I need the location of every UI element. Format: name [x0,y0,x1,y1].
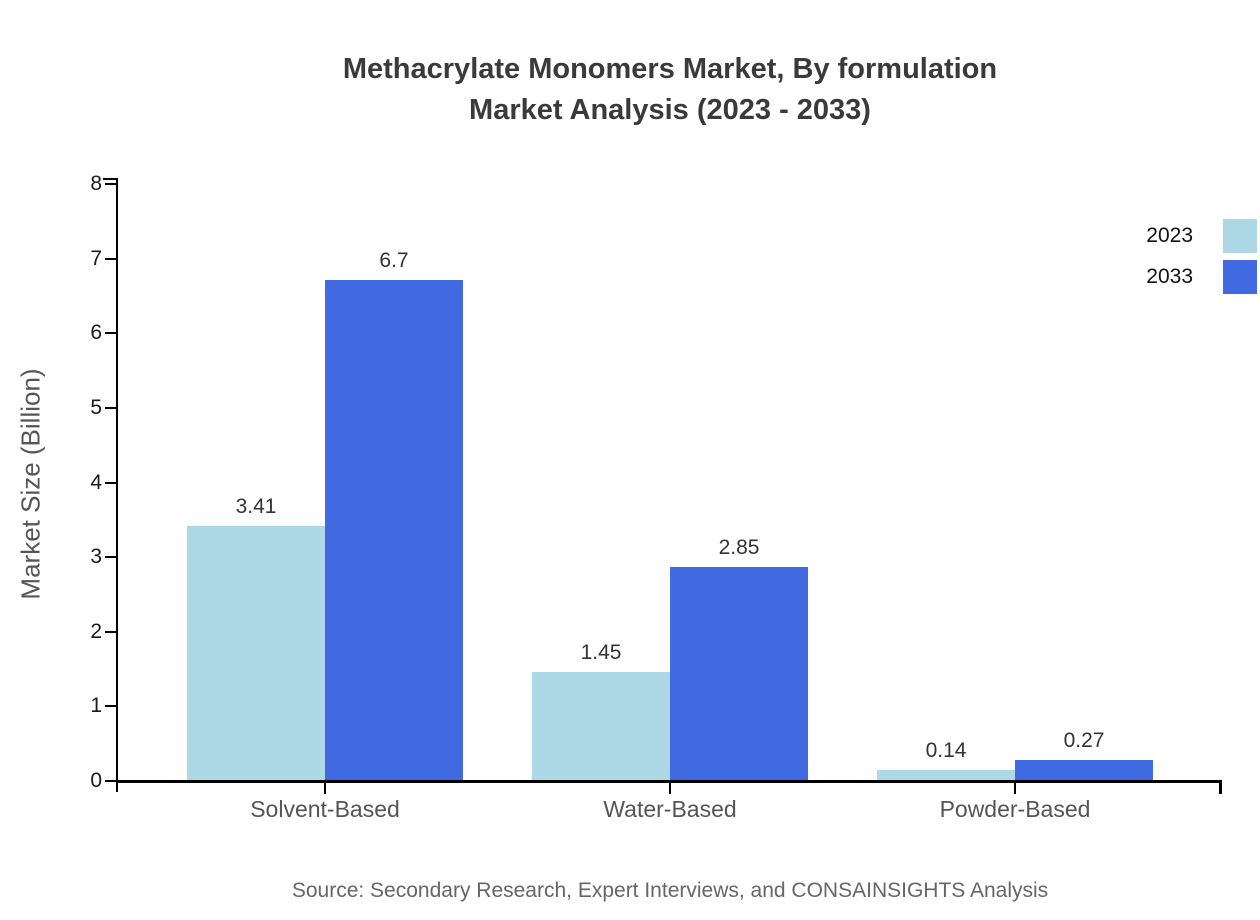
x-tick-mark-water-based [669,783,671,794]
y-tick-mark-7 [105,257,118,260]
y-tick-label-5: 5 [90,395,102,419]
y-tick-mark-2 [105,630,118,633]
y-tick-label-4: 4 [90,470,102,494]
x-category-label-water-based: Water-Based [603,796,737,822]
y-tick-mark-5 [105,406,118,409]
chart-title-line1: Methacrylate Monomers Market, By formula… [342,53,998,85]
legend-label-2033: 2033 [1146,265,1193,288]
plot-area: 0 1 2 3 4 5 6 7 8 3.41 6.7 1.45 2.85 0.14 0.27 Solven… [90,172,1222,822]
bar-value-water-based-2023: 1.45 [580,640,622,664]
x-axis-line [116,780,1222,783]
legend-label-2023: 2023 [1146,224,1193,247]
bar-value-powder-based-2033: 0.27 [1063,728,1105,752]
y-tick-mark-8 [105,183,118,185]
y-tick-label-0: 0 [90,769,102,792]
y-tick-label-6: 6 [90,321,102,345]
bar-value-solvent-based-2033: 6.7 [379,249,409,273]
bar-value-solvent-based-2023: 3.41 [235,494,277,518]
bar-solvent-based-2033 [325,280,463,780]
source-note: Source: Secondary Research, Expert Inter… [291,879,1049,902]
bar-water-based-2033 [670,567,808,780]
y-axis-line [116,178,118,792]
y-tick-label-3: 3 [90,545,102,569]
x-tick-mark-solvent-based [324,783,326,794]
chart-title: Methacrylate Monomers Market, By formula… [118,49,1222,131]
y-tick-mark-4 [105,481,118,484]
bar-water-based-2023 [532,671,670,780]
legend-swatch-2023 [1223,219,1257,253]
y-tick-label-8: 8 [90,172,102,195]
y-tick-label-2: 2 [90,619,102,643]
x-category-label-solvent-based: Solvent-Based [250,796,400,822]
bar-powder-based-2023 [877,769,1015,780]
x-axis-end-cap [1219,783,1222,794]
legend-entry-2033: 2033 [1146,260,1257,294]
y-tick-mark-1 [105,705,118,708]
legend: 2023 2033 [1146,219,1257,294]
bar-solvent-based-2023 [187,525,325,780]
bar-value-powder-based-2023: 0.14 [925,738,967,762]
y-tick-mark-6 [105,332,118,335]
legend-entry-2023: 2023 [1146,219,1257,253]
y-tick-mark-0 [105,780,118,782]
bar-value-water-based-2033: 2.85 [718,536,760,560]
chart-title-line2: Market Analysis (2023 - 2033) [469,94,871,126]
y-tick-label-7: 7 [90,246,102,270]
y-axis-end-cap [103,178,118,180]
bar-powder-based-2033 [1015,759,1153,780]
y-tick-label-1: 1 [90,694,102,718]
x-tick-mark-powder-based [1014,783,1016,794]
x-category-label-powder-based: Powder-Based [939,796,1091,822]
y-tick-mark-3 [105,556,118,559]
legend-swatch-2033 [1223,260,1257,294]
